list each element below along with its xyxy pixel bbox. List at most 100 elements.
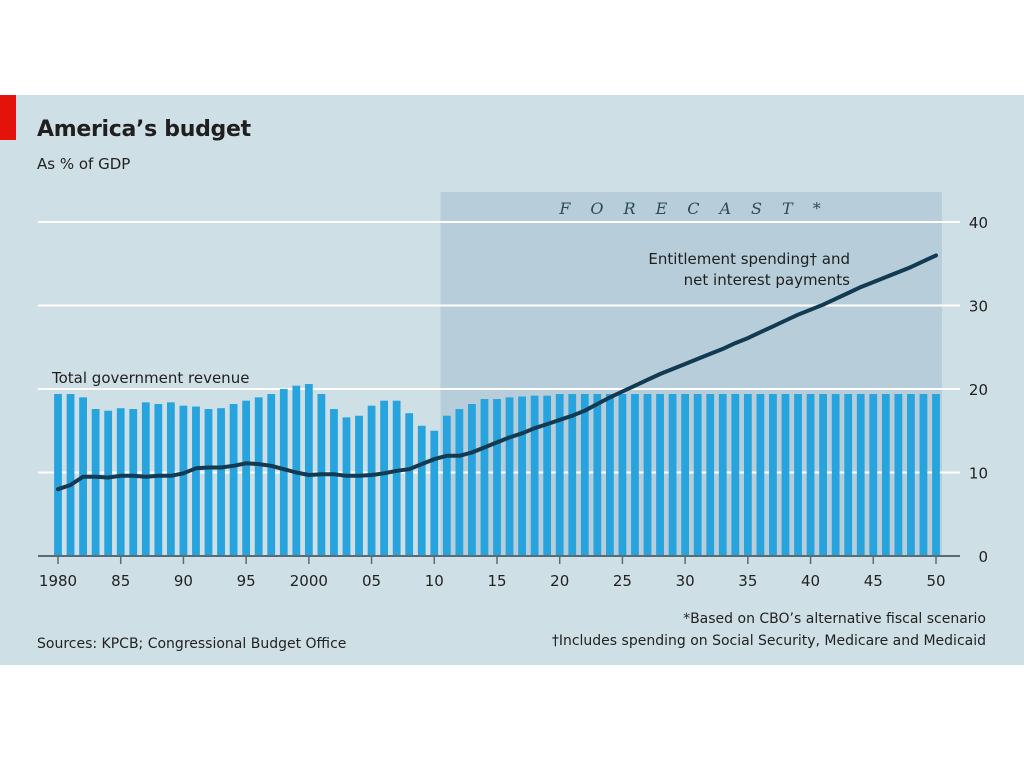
x-tick-label-2040: 40 xyxy=(801,572,820,590)
forecast-shade xyxy=(440,192,942,556)
revenue-bar-2028 xyxy=(656,394,664,556)
x-tick-label-1980: 1980 xyxy=(39,572,77,590)
entitlement-series-label-line1: Entitlement spending† and xyxy=(648,250,850,268)
revenue-bar-2014 xyxy=(480,399,489,556)
revenue-bar-2004 xyxy=(355,415,363,556)
revenue-bar-2020 xyxy=(555,394,564,556)
revenue-bar-2040 xyxy=(806,394,815,556)
x-tick-label-2050: 50 xyxy=(926,572,945,590)
revenue-bar-2029 xyxy=(668,394,677,556)
revenue-bar-2007 xyxy=(392,400,401,556)
revenue-bar-2025 xyxy=(618,394,627,556)
revenue-series-label: Total government revenue xyxy=(51,369,249,387)
x-tick-label-2005: 05 xyxy=(362,572,381,590)
revenue-bar-2035 xyxy=(743,394,752,556)
y-tick-label-10: 10 xyxy=(969,465,988,483)
revenue-bar-2011 xyxy=(442,415,451,556)
footnote-entitlement: †Includes spending on Social Security, M… xyxy=(551,633,986,649)
revenue-bar-2037 xyxy=(769,394,777,556)
revenue-bar-1998 xyxy=(279,389,288,556)
revenue-bar-2024 xyxy=(605,394,614,556)
revenue-bar-2030 xyxy=(681,394,690,556)
revenue-bar-1990 xyxy=(179,405,188,556)
y-tick-label-0: 0 xyxy=(978,548,988,566)
revenue-bar-2016 xyxy=(505,397,514,556)
revenue-bar-1986 xyxy=(129,409,138,556)
revenue-bar-2042 xyxy=(831,394,840,556)
revenue-bar-1980 xyxy=(54,394,62,556)
revenue-bar-1987 xyxy=(141,402,150,556)
x-tick-label-2030: 30 xyxy=(676,572,695,590)
revenue-bar-2046 xyxy=(881,394,890,556)
revenue-bar-2003 xyxy=(342,417,351,556)
revenue-bar-2009 xyxy=(417,425,426,556)
revenue-bar-1989 xyxy=(166,402,175,556)
revenue-bar-2036 xyxy=(756,394,765,556)
revenue-bar-1993 xyxy=(217,408,225,556)
revenue-bar-2048 xyxy=(907,394,915,556)
revenue-bar-2021 xyxy=(568,394,577,556)
x-tick-label-2045: 45 xyxy=(864,572,883,590)
footnote-forecast: *Based on CBO’s alternative fiscal scena… xyxy=(683,611,986,627)
revenue-bar-2008 xyxy=(405,413,414,556)
revenue-bar-2047 xyxy=(894,394,903,556)
sources-note: Sources: KPCB; Congressional Budget Offi… xyxy=(37,636,347,652)
revenue-bar-2049 xyxy=(919,394,928,556)
x-ticks: 1980 85 90 95 2000 05 10 15 20 25 30 35 40 45 50 xyxy=(39,556,946,590)
revenue-bar-2038 xyxy=(781,394,790,556)
revenue-bar-2010 xyxy=(430,430,439,556)
y-tick-label-30: 30 xyxy=(969,298,988,316)
y-tick-label-40: 40 xyxy=(969,214,988,232)
revenue-bar-1991 xyxy=(192,406,200,556)
revenue-bar-1997 xyxy=(267,394,276,556)
x-tick-label-2035: 35 xyxy=(738,572,757,590)
x-tick-label-1995: 95 xyxy=(237,572,256,590)
x-tick-label-1985: 85 xyxy=(111,572,130,590)
revenue-bar-1992 xyxy=(204,409,213,556)
revenue-bar-2000 xyxy=(304,383,313,556)
revenue-bar-2013 xyxy=(468,404,476,556)
revenue-bar-1985 xyxy=(116,408,125,556)
revenue-bar-2005 xyxy=(367,405,376,556)
revenue-bar-1994 xyxy=(229,404,238,556)
revenue-bar-2043 xyxy=(844,394,853,556)
revenue-bar-2002 xyxy=(330,409,338,556)
revenue-bar-2032 xyxy=(706,394,715,556)
chart-title: America’s budget xyxy=(37,117,251,142)
revenue-bar-2019 xyxy=(543,395,552,556)
revenue-bar-2039 xyxy=(794,394,802,556)
x-tick-label-1990: 90 xyxy=(174,572,193,590)
revenue-bar-2033 xyxy=(718,394,727,556)
revenue-bar-2041 xyxy=(819,394,828,556)
entitlement-series-label-line2: net interest payments xyxy=(684,271,851,289)
revenue-bar-1995 xyxy=(242,400,251,556)
x-tick-label-2015: 15 xyxy=(487,572,506,590)
revenue-bar-1996 xyxy=(254,397,263,556)
entitlement-line xyxy=(56,253,938,492)
revenue-bar-2034 xyxy=(731,394,740,556)
revenue-bar-2012 xyxy=(455,409,464,556)
revenue-bar-2006 xyxy=(380,400,389,556)
revenue-bar-2031 xyxy=(693,394,702,556)
revenue-bar-2044 xyxy=(856,394,865,556)
revenue-bar-2017 xyxy=(518,396,526,556)
revenue-bars xyxy=(54,383,940,556)
revenue-bar-1983 xyxy=(91,409,100,556)
x-tick-label-2020: 20 xyxy=(550,572,569,590)
x-tick-label-2025: 25 xyxy=(613,572,632,590)
x-tick-label-2010: 10 xyxy=(425,572,444,590)
revenue-bar-2027 xyxy=(643,394,652,556)
forecast-label: FORECAST* xyxy=(558,199,840,218)
revenue-bar-1981 xyxy=(66,394,75,556)
brand-red-tag xyxy=(0,95,16,140)
revenue-bar-2018 xyxy=(530,395,539,556)
x-tick-label-2000: 2000 xyxy=(290,572,328,590)
revenue-bar-2026 xyxy=(631,394,639,556)
revenue-bar-2022 xyxy=(580,394,589,556)
revenue-bar-2050 xyxy=(932,394,940,556)
revenue-bar-1984 xyxy=(104,410,113,556)
revenue-bar-2023 xyxy=(593,394,602,556)
y-tick-label-20: 20 xyxy=(969,381,988,399)
revenue-bar-2015 xyxy=(493,399,501,556)
